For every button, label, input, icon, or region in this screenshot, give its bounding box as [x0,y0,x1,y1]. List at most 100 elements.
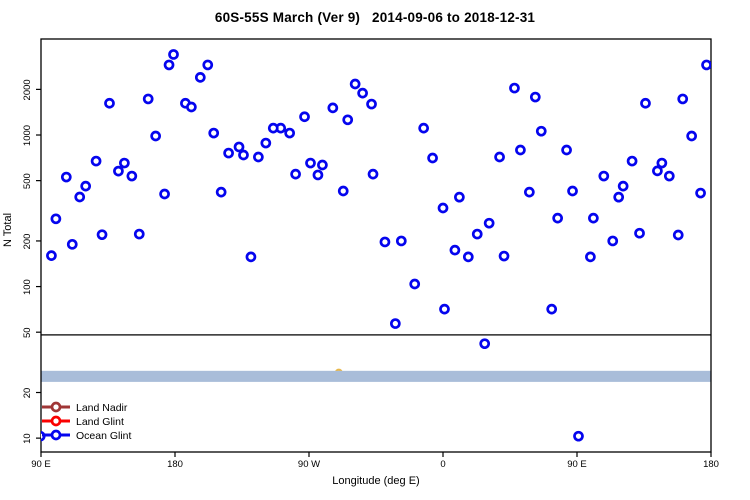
legend: Land Nadir Land Glint Ocean Glint [42,401,132,442]
data-point [613,191,625,203]
data-point [672,229,684,241]
data-point [50,213,62,225]
data-point [327,102,339,114]
data-point [462,251,474,263]
data-point [305,157,316,169]
data-point [194,72,206,83]
data-point [349,78,361,90]
data-point [142,93,154,105]
data-point [74,191,86,203]
data-point [529,91,541,103]
data-point [427,152,438,164]
data-point [357,87,368,99]
data-point [552,212,563,224]
data-point [379,236,391,248]
data-point [701,59,711,71]
data-point [617,180,629,192]
data-point [640,97,651,109]
data-point [479,338,491,350]
x-tick-label: 90 E [31,459,51,470]
data-point [126,170,138,182]
data-point [366,98,377,110]
data-point [233,141,245,153]
data-point [215,186,227,198]
x-tick-label: 90 W [298,459,320,470]
data-point [337,185,349,197]
y-tick-label: 200 [22,234,33,250]
data-point [60,171,72,183]
legend-marker [50,415,62,427]
x-tick-label: 0 [440,459,445,470]
y-tick-label: 50 [22,327,33,338]
data-point [299,111,310,123]
chart-title: 60S-55S March (Ver 9) 2014-09-06 to 2018… [214,10,536,25]
data-point [471,228,483,240]
data-point [439,303,450,315]
y-tick-label: 20 [22,388,33,399]
data-point [677,93,689,105]
data-point [437,202,449,214]
legend-label: Ocean Glint [76,430,132,442]
data-point [449,244,461,256]
data-point [395,235,407,247]
data-point [80,180,92,192]
data-point [66,238,78,250]
x-axis-title: Longitude (deg E) [332,475,419,487]
data-point [515,144,526,156]
data-point [588,212,599,224]
data-point [168,49,179,60]
data-point [656,157,668,169]
data-point [390,318,401,329]
data-point [208,127,220,139]
y-tick-label: 100 [22,279,33,295]
data-point [626,155,638,167]
data-point [119,157,130,169]
data-point [663,170,675,182]
data-point [367,168,379,180]
y-axis-title: N Total [2,213,14,247]
x-tick-label: 180 [167,459,183,470]
data-point [245,251,257,263]
data-point [695,187,706,199]
data-point [652,165,663,177]
data-point [498,250,510,262]
data-point [409,278,421,290]
data-point [202,59,214,71]
data-point [186,101,197,113]
data-point [342,114,354,126]
data-point [686,130,697,142]
data-point [483,217,495,229]
data-point [90,155,102,167]
data-point [561,144,572,156]
legend-marker [50,429,62,441]
data-point [312,169,324,181]
data-point [290,168,301,180]
data-point [267,122,279,134]
data-point [113,165,124,177]
x-tick-label: 180 [703,459,719,470]
legend-label: Land Glint [76,416,124,428]
data-point [96,229,108,241]
reference-band [41,370,711,382]
data-point [607,235,619,247]
data-point [223,147,234,159]
data-point [454,191,465,203]
data-point [150,130,161,142]
data-point [46,250,57,261]
data-point [163,59,175,71]
data-point [567,185,578,197]
y-tick-label: 500 [22,173,33,189]
data-point [509,82,520,94]
x-tick-label: 90 E [567,459,587,470]
y-tick-label: 2000 [22,79,33,100]
data-point [104,97,115,109]
y-tick-label: 10 [22,433,33,444]
data-points-layer [41,49,711,442]
data-point [238,149,249,161]
data-point [634,227,645,239]
data-point [535,125,547,137]
data-point [546,303,558,315]
data-point [159,188,170,200]
